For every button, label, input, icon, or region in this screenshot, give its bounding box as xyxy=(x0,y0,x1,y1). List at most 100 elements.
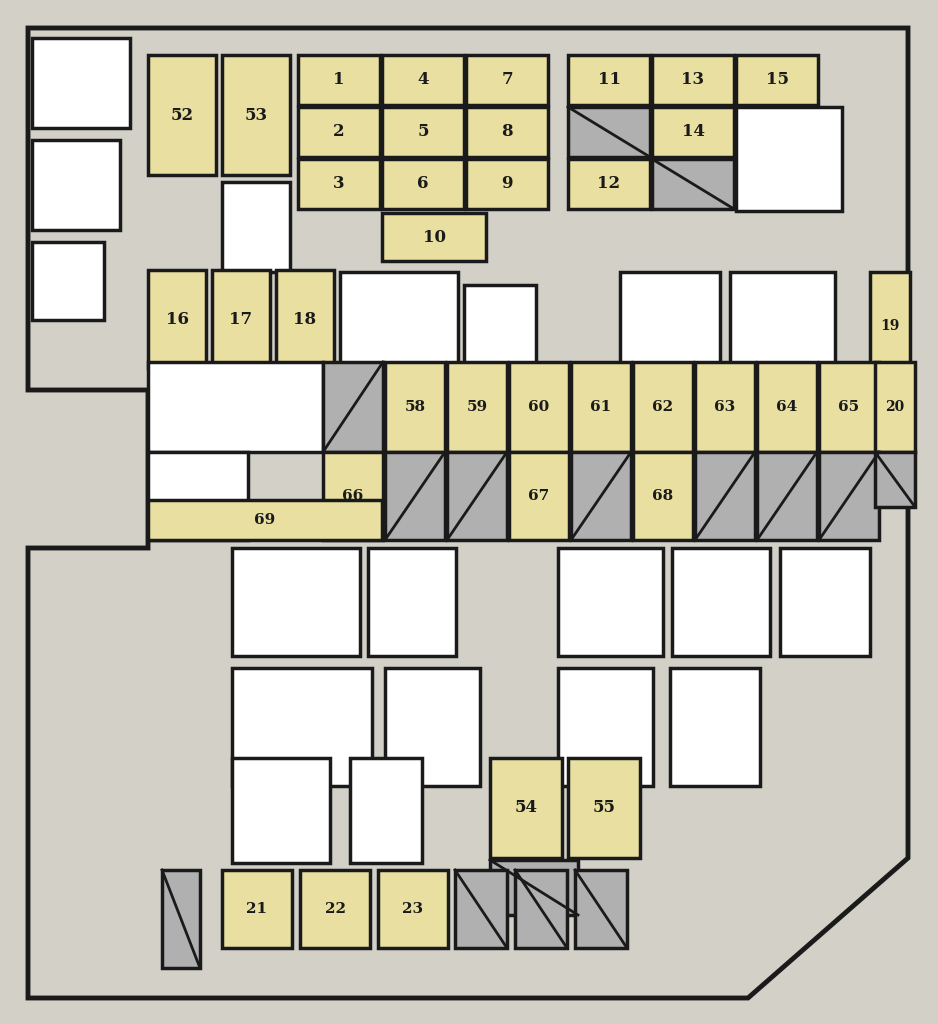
Text: 16: 16 xyxy=(165,310,189,328)
Bar xyxy=(730,272,835,380)
Bar xyxy=(571,452,631,540)
Bar xyxy=(695,452,755,540)
Text: 62: 62 xyxy=(653,400,673,414)
Text: 52: 52 xyxy=(171,106,193,124)
Bar xyxy=(568,758,640,858)
Text: 22: 22 xyxy=(325,902,345,916)
Text: 53: 53 xyxy=(245,106,267,124)
Bar xyxy=(620,272,720,380)
Bar xyxy=(780,548,870,656)
Bar xyxy=(672,548,770,656)
Text: 1: 1 xyxy=(333,72,345,88)
Bar xyxy=(571,362,631,452)
Text: 7: 7 xyxy=(501,72,513,88)
Bar xyxy=(298,159,380,209)
Bar xyxy=(652,159,734,209)
Text: 54: 54 xyxy=(515,800,537,816)
Bar xyxy=(222,55,290,175)
Text: 3: 3 xyxy=(333,175,345,193)
Text: 68: 68 xyxy=(652,489,673,503)
Bar xyxy=(819,452,879,540)
Bar xyxy=(148,362,323,452)
Bar xyxy=(490,860,578,915)
Bar xyxy=(670,668,760,786)
Text: 8: 8 xyxy=(501,124,513,140)
Bar xyxy=(148,500,382,540)
Bar xyxy=(447,362,507,452)
Text: 20: 20 xyxy=(885,400,904,414)
Text: 12: 12 xyxy=(598,175,621,193)
Bar xyxy=(340,272,458,380)
Bar xyxy=(382,55,464,105)
Bar xyxy=(736,55,818,105)
Bar xyxy=(515,870,567,948)
Bar xyxy=(382,159,464,209)
Bar xyxy=(323,362,383,452)
Text: 61: 61 xyxy=(590,400,612,414)
Bar xyxy=(509,362,569,452)
Bar xyxy=(385,668,480,786)
Bar xyxy=(633,362,693,452)
Text: 2: 2 xyxy=(333,124,345,140)
Text: 13: 13 xyxy=(681,72,704,88)
Text: 55: 55 xyxy=(593,800,615,816)
Bar xyxy=(568,159,650,209)
Text: 67: 67 xyxy=(528,489,550,503)
Bar xyxy=(819,362,879,452)
Bar xyxy=(455,870,507,948)
Bar xyxy=(466,106,548,157)
Text: 11: 11 xyxy=(598,72,621,88)
Bar xyxy=(148,452,248,540)
Bar xyxy=(382,106,464,157)
Bar xyxy=(385,452,445,540)
Bar xyxy=(558,668,653,786)
Bar xyxy=(652,55,734,105)
Bar xyxy=(464,285,536,367)
Text: 19: 19 xyxy=(880,319,900,333)
Bar xyxy=(32,38,130,128)
Text: 60: 60 xyxy=(528,400,550,414)
Bar xyxy=(350,758,422,863)
Bar xyxy=(32,242,104,319)
Bar xyxy=(323,452,383,540)
Bar xyxy=(222,182,290,272)
Polygon shape xyxy=(28,28,908,998)
Bar xyxy=(212,270,270,368)
Bar xyxy=(757,362,817,452)
Bar xyxy=(385,362,445,452)
Bar xyxy=(490,758,562,858)
Bar xyxy=(378,870,448,948)
Bar xyxy=(232,668,372,786)
Text: 14: 14 xyxy=(682,124,704,140)
Bar xyxy=(276,270,334,368)
Bar xyxy=(736,106,842,211)
Bar xyxy=(162,870,200,968)
Text: 69: 69 xyxy=(254,513,276,527)
Bar xyxy=(232,758,330,863)
Bar xyxy=(232,548,360,656)
Text: 6: 6 xyxy=(417,175,429,193)
Bar xyxy=(466,55,548,105)
Text: 5: 5 xyxy=(417,124,429,140)
Bar xyxy=(875,362,915,452)
Bar xyxy=(757,452,817,540)
Bar xyxy=(222,870,292,948)
Bar xyxy=(875,452,915,507)
Bar xyxy=(148,270,206,368)
Text: 10: 10 xyxy=(422,228,446,246)
Text: 23: 23 xyxy=(402,902,424,916)
Bar xyxy=(368,548,456,656)
Text: 15: 15 xyxy=(765,72,789,88)
Bar xyxy=(298,106,380,157)
Text: 64: 64 xyxy=(777,400,797,414)
Bar xyxy=(652,106,734,157)
Text: 66: 66 xyxy=(342,489,364,503)
Bar xyxy=(695,362,755,452)
Text: 65: 65 xyxy=(839,400,859,414)
Text: 4: 4 xyxy=(417,72,429,88)
Bar xyxy=(447,452,507,540)
Bar xyxy=(509,452,569,540)
Bar xyxy=(148,55,216,175)
Text: 17: 17 xyxy=(230,310,252,328)
Bar xyxy=(300,870,370,948)
